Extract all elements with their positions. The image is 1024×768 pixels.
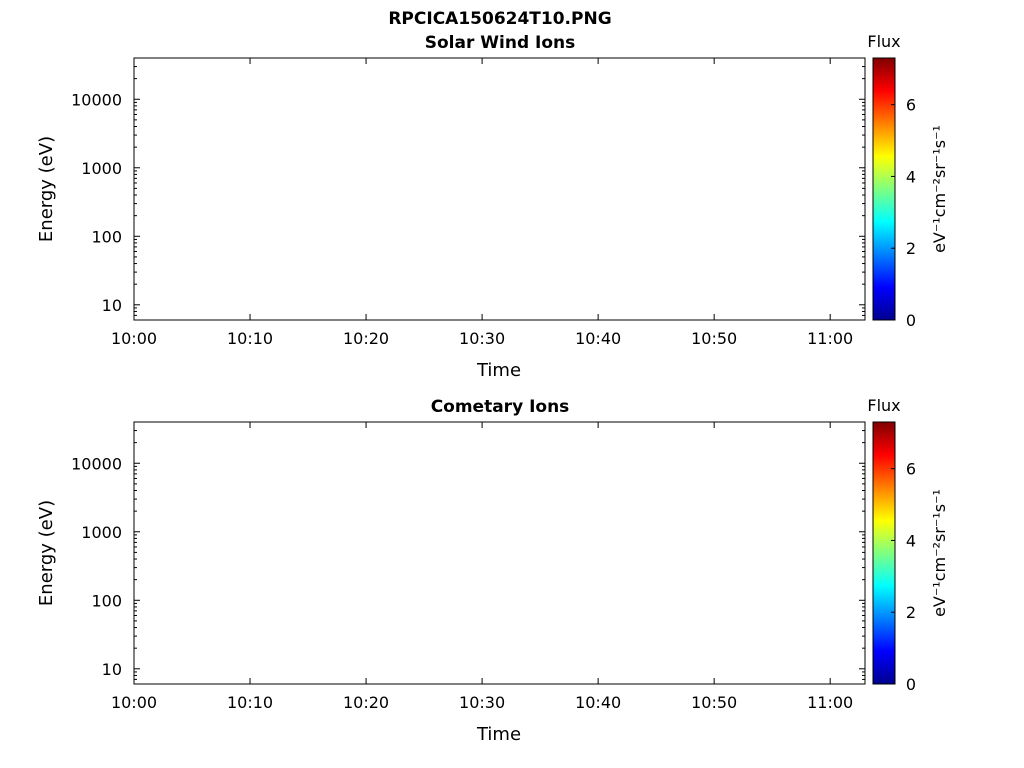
colorbar-tick-label: 2 xyxy=(906,239,916,258)
panel-title: Solar Wind Ions xyxy=(425,33,576,53)
colorbar-tick-label: 6 xyxy=(906,96,916,115)
plot-frame xyxy=(133,57,866,321)
y-tick-label: 1000 xyxy=(81,159,122,178)
figure-title: RPCICA150624T10.PNG xyxy=(388,9,611,29)
x-tick-label: 10:10 xyxy=(227,329,273,348)
y-tick-label: 10000 xyxy=(71,90,122,109)
cometary-ions-panel: Cometary Ions 10:00 10:10 10:20 10:30 10:40 1… xyxy=(36,396,949,745)
y-axis-label: Energy (eV) xyxy=(36,136,57,242)
x-tick-label: 11:00 xyxy=(807,329,853,348)
x-axis-ticks: 10:00 10:10 10:20 10:30 10:40 10:50 11:00 xyxy=(111,58,853,348)
x-axis-label: Time xyxy=(476,360,521,381)
colorbar-ticks: 0 2 4 6 xyxy=(891,96,916,330)
panel-title: Cometary Ions xyxy=(431,397,570,417)
colorbar-tick-label: 0 xyxy=(906,311,916,330)
x-tick-label: 10:40 xyxy=(575,329,621,348)
y-tick-label: 10 xyxy=(102,296,122,315)
x-tick-label: 10:30 xyxy=(459,329,505,348)
x-tick-label: 10:00 xyxy=(111,329,157,348)
colorbar xyxy=(872,57,896,321)
colorbar-title: Flux xyxy=(867,32,900,51)
x-tick-label: 10:50 xyxy=(691,329,737,348)
y-axis-ticks: 10 100 1000 10000 xyxy=(71,57,865,321)
y-tick-label: 100 xyxy=(91,227,122,246)
colorbar-unit-label: eV⁻¹cm⁻²sr⁻¹s⁻¹ xyxy=(930,125,949,253)
solar-wind-ions-panel: Solar Wind Ions 10:00 10:10 10:20 10:30 10:4… xyxy=(36,32,949,381)
colorbar-tick-label: 4 xyxy=(906,167,916,186)
x-tick-label: 10:20 xyxy=(343,329,389,348)
